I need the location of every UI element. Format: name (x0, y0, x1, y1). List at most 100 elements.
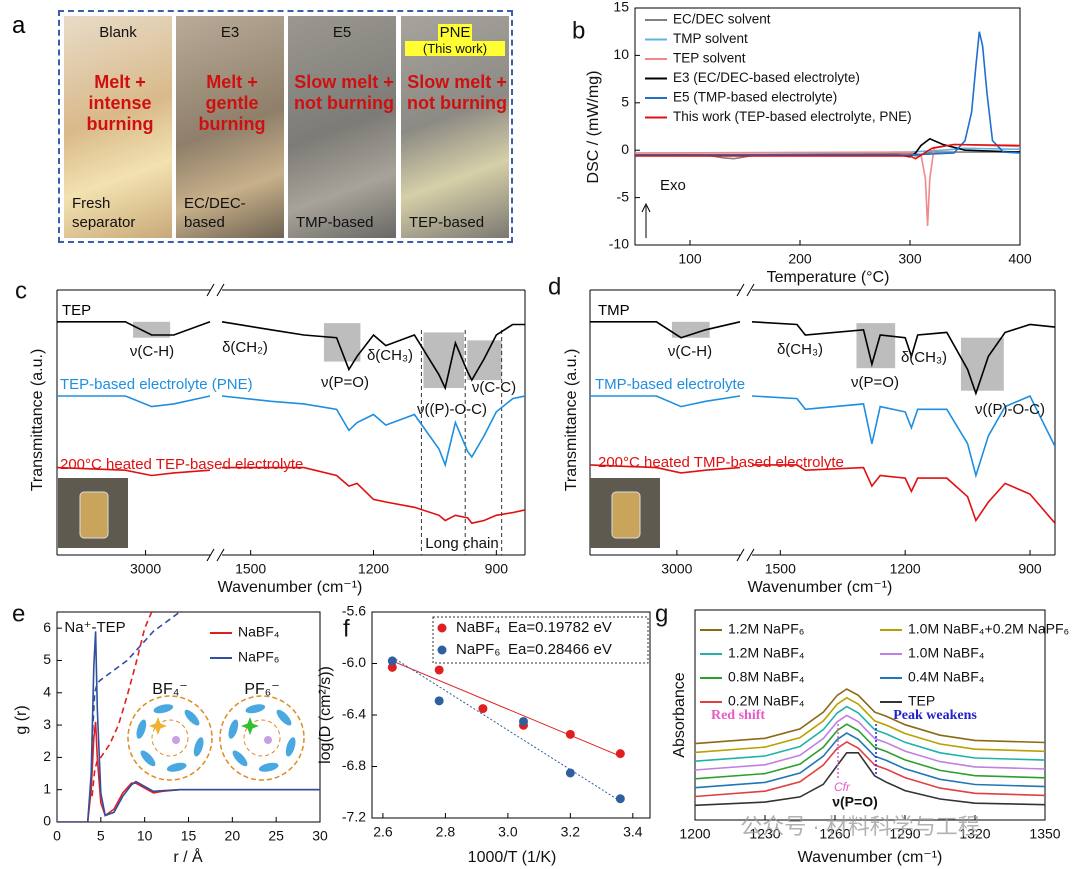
solvent-molecule (140, 750, 156, 767)
data-point (518, 716, 528, 726)
panel-letter: f (343, 615, 350, 642)
y-tick-label: 15 (613, 0, 629, 15)
line-series (590, 395, 741, 408)
legend-label: NaBF₄ (456, 619, 500, 636)
solvent-molecule (232, 750, 248, 767)
legend-label: 1.2M NaPF₆ (728, 621, 804, 637)
sodium-ion (172, 736, 180, 744)
legend-label: NaBF₄ (238, 624, 280, 640)
legend-label: NaPF₆ (456, 641, 500, 658)
line-series (635, 31, 1020, 156)
series-label: 200°C heated TEP-based electrolyte (60, 456, 303, 473)
series-group (590, 321, 1055, 524)
y-axis-label: g (r) (13, 705, 30, 734)
x-tick-label: 2.6 (373, 824, 393, 840)
dashed-frame (58, 10, 513, 243)
y-axis-label: Transmittance (a.u.) (563, 349, 580, 492)
x-tick-label: 3000 (661, 561, 692, 577)
legend-frame (432, 616, 649, 664)
annotation: Na⁺-TEP (64, 619, 125, 636)
x-axis-label: Wavenumber (cm⁻¹) (218, 579, 363, 596)
panel-letter: c (15, 277, 27, 304)
y-tick-label: 10 (613, 46, 629, 62)
axis-break (746, 283, 755, 297)
band-highlight (133, 321, 171, 338)
x-tick-label: 10 (137, 828, 153, 844)
photo-panel: a Blank Melt + intense burning Fresh separ… (0, 0, 540, 250)
anion-star (241, 717, 259, 735)
legend-label: 1.0M NaBF₄ (908, 645, 985, 661)
photo-header-box: E5 (288, 24, 396, 41)
annotation: ν(P=O) (851, 374, 899, 391)
y-tick-label: 0 (43, 813, 51, 829)
series-label: TMP-based electrolyte (595, 376, 745, 393)
panel-letter: g (655, 600, 668, 627)
line-series (752, 464, 1055, 524)
annotation: PF₆⁻ (244, 681, 279, 698)
data-point (434, 696, 444, 706)
y-tick-label: 1 (43, 780, 51, 796)
photo: PNE (This work) Slow melt + not burning TEP… (401, 16, 509, 238)
line-series (695, 732, 1045, 789)
solvent-molecule (193, 737, 204, 757)
inset-vial (79, 491, 109, 539)
legend-marker (437, 645, 447, 655)
series-label: TEP (62, 302, 91, 319)
y-tick-label: 5 (621, 94, 629, 110)
x-tick-label: 3.2 (561, 824, 581, 840)
x-tick-label: 15 (181, 828, 197, 844)
photo-caption: EC/DEC-based (184, 195, 246, 231)
y-tick-label: 5 (43, 651, 51, 667)
line-series (91, 612, 181, 742)
axis-break (206, 548, 215, 562)
solvation-shell (219, 695, 305, 781)
x-tick-label: 1320 (959, 826, 990, 842)
x-tick-label: 200 (788, 251, 812, 267)
x-tick-label: 1500 (235, 561, 266, 577)
photo-header: E3 (220, 24, 240, 41)
annotation: Peak weakens (893, 708, 977, 723)
annotation: δ(CH₂) (222, 339, 268, 356)
y-tick-label: -6.8 (342, 757, 366, 773)
plot-frame (634, 7, 1021, 246)
x-tick-label: 400 (1008, 251, 1032, 267)
axis-break (216, 548, 225, 562)
y-axis-label: Absorbance (671, 672, 688, 757)
y-tick-label: -5.6 (342, 603, 366, 619)
legend-label: NaPF₆ (238, 649, 279, 665)
annotation: Exo (660, 177, 686, 194)
series-label: TMP (598, 302, 630, 319)
y-tick-label: 6 (43, 619, 51, 635)
y-tick-label: 0 (621, 141, 629, 157)
annotation: Cfr (834, 780, 851, 794)
legend-label: 1.2M NaBF₄ (728, 645, 805, 661)
legend-label: TEP (908, 693, 935, 709)
line-series (695, 723, 1045, 780)
line-series (635, 143, 1020, 160)
annotation: Red shift (711, 708, 765, 723)
x-tick-label: 3.4 (623, 824, 643, 840)
legend-label: This work (TEP-based electrolyte, PNE) (673, 109, 912, 124)
y-tick-label: -5 (617, 188, 630, 204)
photo-result: Melt + intense burning (86, 72, 154, 134)
x-tick-label: 300 (898, 251, 922, 267)
x-tick-label: 3.0 (498, 824, 518, 840)
x-axis-label: Wavenumber (cm⁻¹) (748, 579, 893, 596)
series-group (57, 321, 525, 525)
photo-header: E5 (332, 24, 352, 41)
photo-result: Melt + gentle burning (198, 72, 266, 134)
band-highlight (960, 337, 1004, 391)
x-axis-label: 1000/T (1/K) (468, 849, 557, 866)
legend-label: 0.4M NaBF₄ (908, 669, 985, 685)
axis-break (216, 283, 225, 297)
annotation: ν(C-C) (472, 379, 516, 396)
x-tick-label: 1260 (819, 826, 850, 842)
axis-break (736, 548, 745, 562)
x-tick-label: 900 (485, 561, 509, 577)
sodium-ion (264, 736, 272, 744)
photo-note: (This work) (405, 41, 505, 56)
band-highlight (671, 321, 710, 338)
annotation: Long chain (425, 535, 498, 552)
annotation: ν(P=O) (321, 374, 369, 391)
solvation-shell (127, 695, 213, 781)
